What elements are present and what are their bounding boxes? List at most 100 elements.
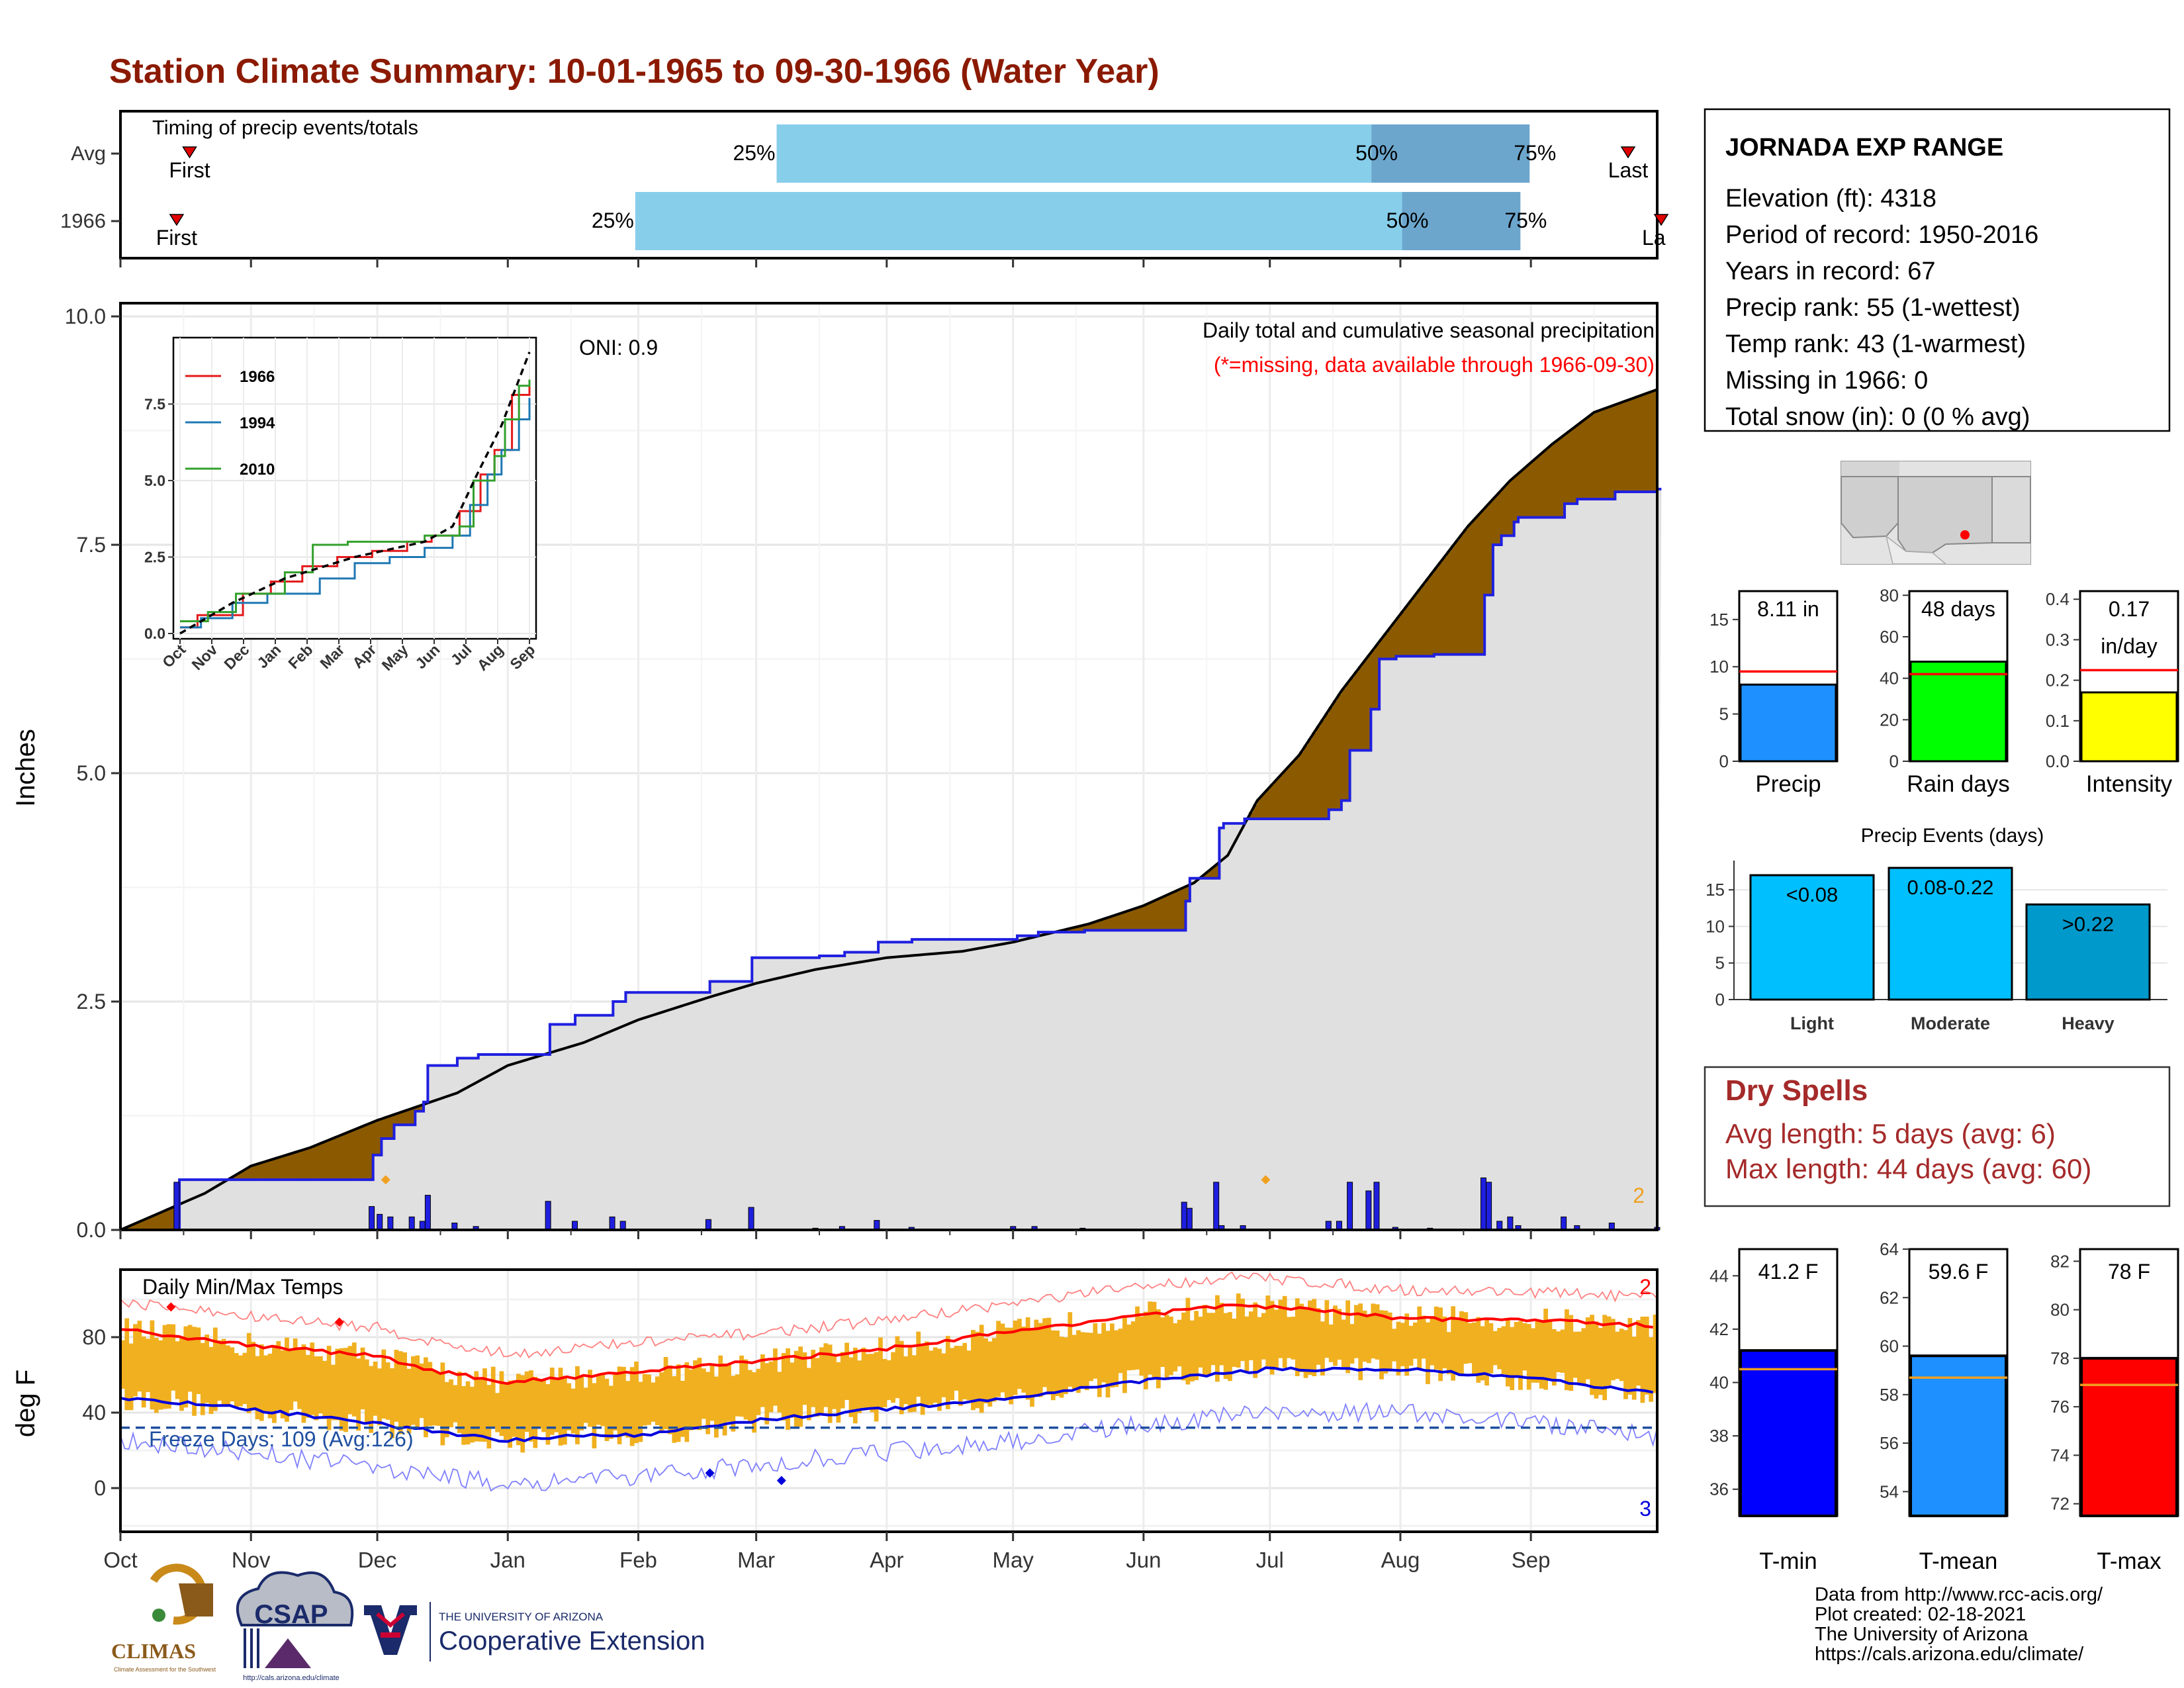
temp-daily-range-bar — [844, 1342, 849, 1400]
climas-logo-text: CLIMAS — [111, 1639, 196, 1663]
temp-daily-range-bar — [1602, 1315, 1608, 1401]
temp-daily-range-bar — [512, 1380, 517, 1437]
temp-daily-range-bar — [1556, 1331, 1561, 1373]
precip-departure-fill — [1463, 529, 1469, 655]
precip-departure-fill — [1105, 917, 1111, 931]
temp-avg-max-line — [120, 1303, 1653, 1385]
temp-daily-range-bar — [836, 1362, 841, 1423]
temp-daily-range-bar — [1375, 1304, 1380, 1360]
temp-daily-range-bar — [680, 1380, 685, 1437]
precip-departure-fill — [1210, 867, 1216, 878]
precip-departure-fill — [1476, 515, 1481, 655]
precip-departure-fill — [259, 1162, 264, 1180]
temp-daily-range-bar — [1606, 1316, 1612, 1386]
climas-logo[interactable]: CLIMAS Climate Assessment for the Southw… — [111, 1564, 216, 1673]
precip-departure-fill — [318, 1143, 323, 1180]
temp-daily-range-bar — [1455, 1318, 1460, 1374]
ua-logo[interactable]: THE UNIVERSITY OF ARIZONA Cooperative Ex… — [364, 1602, 705, 1662]
temp-daily-range-bar — [1623, 1330, 1628, 1399]
temp-daily-range-bar — [1404, 1313, 1410, 1376]
temp-daily-range-bar — [1278, 1299, 1283, 1358]
freeze-days-label: Freeze Days: 109 (Avg:126) — [149, 1427, 414, 1451]
precip-departure-fill — [1080, 925, 1085, 933]
precip-departure-fill — [1547, 445, 1553, 518]
tbar-ytick-label: 80 — [2050, 1300, 2070, 1320]
temp-daily-range-bar — [364, 1359, 369, 1425]
temp-daily-range-bar — [1543, 1309, 1548, 1390]
precip-departure-fill — [1518, 471, 1524, 518]
temp-daily-range-bar — [1139, 1316, 1144, 1376]
precip-departure-fill — [263, 1161, 269, 1180]
csap-logo[interactable]: CSAP http://cals.arizona.edu/climate — [236, 1571, 354, 1683]
temp-daily-range-bar — [651, 1382, 656, 1422]
temp-daily-range-bar — [1206, 1313, 1212, 1375]
month-label-sep: Sep — [1512, 1548, 1551, 1572]
precip-departure-fill — [1551, 442, 1557, 518]
temp-daily-range-bar — [1510, 1327, 1515, 1391]
temp-daily-range-bar — [1590, 1315, 1594, 1395]
tbar-ytick-label: 72 — [2050, 1494, 2070, 1514]
temp-daily-range-bar — [1202, 1305, 1207, 1375]
precip-daily-bar — [705, 1219, 711, 1231]
temp-daily-range-bar — [950, 1348, 955, 1401]
temp-daily-range-bar — [1126, 1324, 1132, 1371]
temp-daily-range-bar — [1585, 1317, 1590, 1380]
tbar-t-max-bar — [2080, 1356, 2178, 1517]
temp-daily-range-bar — [570, 1388, 576, 1434]
precip-departure-fill — [1417, 589, 1422, 657]
temp-daily-range-bar — [1282, 1295, 1287, 1368]
temp-daily-range-bar — [731, 1376, 736, 1432]
temp-daily-range-bar — [175, 1341, 180, 1399]
inset-ytick-label: 2.5 — [144, 548, 165, 565]
temp-daily-range-bar — [444, 1382, 449, 1438]
temp-daily-range-bar — [1430, 1316, 1435, 1366]
precip-departure-fill — [1446, 551, 1451, 655]
temp-daily-range-bar — [1615, 1331, 1620, 1379]
precip-events-chart: Precip Events (days) <0.08 Light 0.08-0.22… — [1706, 825, 2167, 1033]
precip-departure-fill — [1358, 666, 1363, 751]
temp-daily-range-bar — [343, 1348, 348, 1432]
precip-departure-fill — [1265, 789, 1271, 819]
temp-daily-range-bar — [621, 1366, 626, 1436]
temp-daily-range-bar — [815, 1358, 820, 1417]
timing-label-75-1966: 75% — [1504, 209, 1547, 232]
precip-departure-fill — [1556, 439, 1561, 518]
temp-daily-range-bar — [301, 1344, 306, 1423]
station-line-6: Missing in 1966: 0 — [1725, 367, 1928, 395]
tbar-t-mean-bar — [1909, 1354, 2007, 1517]
oni-label: ONI: 0.9 — [579, 336, 658, 359]
temp-daily-range-bar — [1383, 1310, 1388, 1374]
temp-daily-range-bar — [1013, 1320, 1018, 1395]
temp-daily-range-bar — [676, 1364, 681, 1442]
temp-daily-range-bar — [267, 1353, 273, 1419]
temp-daily-range-bar — [263, 1355, 269, 1413]
precip-daily-bar — [609, 1216, 615, 1231]
dry-spells-max: Max length: 44 days (avg: 60) — [1725, 1153, 2091, 1184]
tbar-t-min-bar — [1739, 1349, 1837, 1518]
timing-row-1966: 1966 — [60, 209, 106, 232]
precip-departure-fill — [1598, 410, 1603, 499]
tbar-ytick-label: 54 — [1880, 1481, 1899, 1501]
precip-departure-fill — [1644, 393, 1649, 492]
tbar-ytick-label: 74 — [2050, 1445, 2070, 1465]
timing-first-label-1966: First — [156, 226, 197, 250]
temp-daily-range-bar — [1476, 1317, 1481, 1383]
temp-daily-range-bar — [722, 1363, 727, 1436]
temp-count-bottom: 3 — [1639, 1497, 1651, 1521]
temp-daily-range-bar — [1093, 1323, 1098, 1379]
tbar-label: T-max — [2097, 1548, 2161, 1574]
temp-daily-range-bar — [852, 1347, 858, 1424]
temp-daily-range-bar — [1640, 1317, 1645, 1403]
precip-departure-fill — [1324, 713, 1330, 819]
temp-daily-range-bar — [861, 1347, 866, 1408]
events-ytick-label: 5 — [1715, 953, 1725, 973]
temp-daily-range-bar — [1518, 1321, 1523, 1390]
temp-daily-range-bar — [1160, 1317, 1165, 1367]
precip-departure-fill — [1261, 794, 1266, 819]
temp-daily-range-bar — [424, 1357, 428, 1438]
temp-daily-range-bar — [1287, 1317, 1291, 1358]
precip-departure-fill — [1653, 390, 1658, 492]
precip-departure-fill — [415, 1106, 420, 1111]
precip-departure-fill — [1160, 897, 1165, 931]
precip-max-marker — [1261, 1175, 1271, 1185]
